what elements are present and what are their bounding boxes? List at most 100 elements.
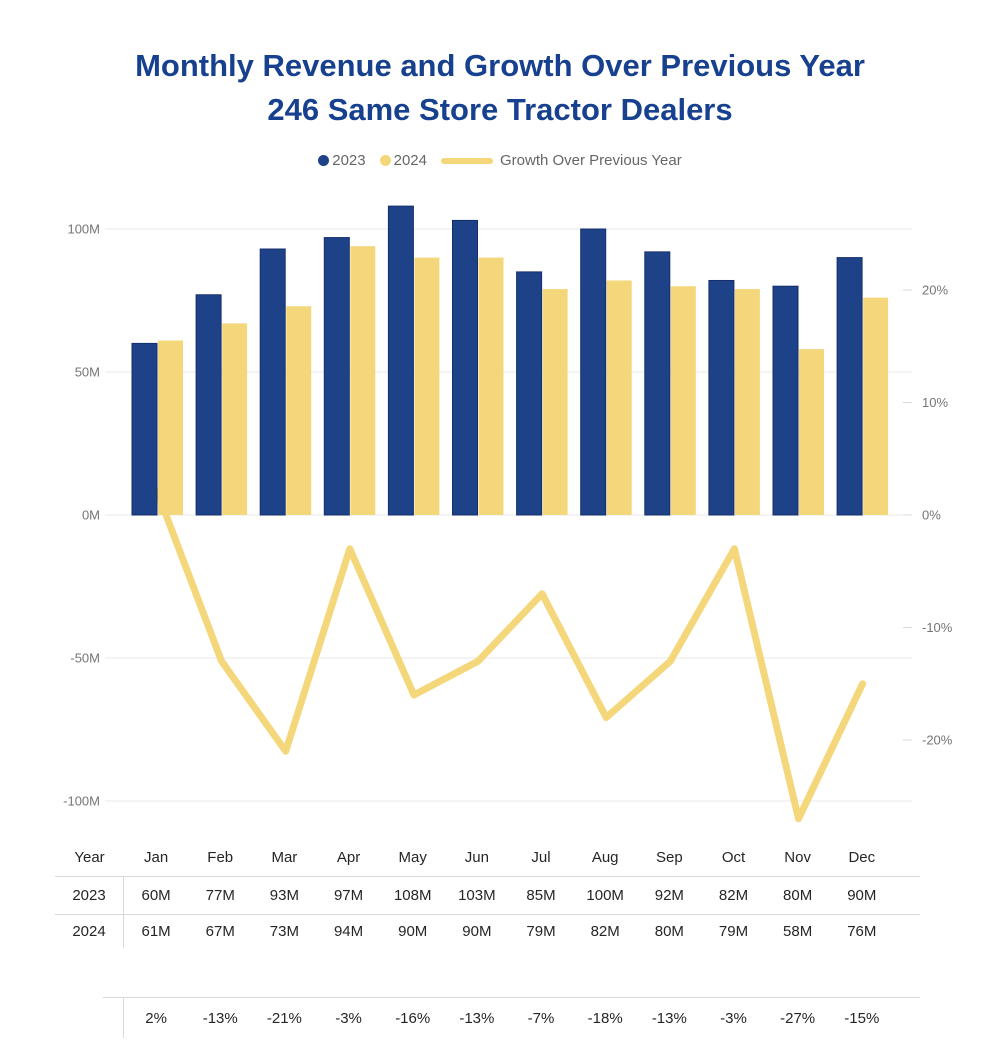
- y-axis-label: 0M: [82, 508, 100, 523]
- table-header-cell: Sep: [655, 848, 683, 866]
- bar-2023-jan[interactable]: [131, 342, 158, 516]
- growth-cell: -21%: [266, 1009, 302, 1027]
- table-cell: 77M: [205, 887, 235, 904]
- table-cell: 61M: [141, 923, 171, 940]
- y2-axis-label: -20%: [922, 733, 953, 748]
- growth-cell: -16%: [395, 1009, 431, 1027]
- table-row-2023: 2023 60M 77M 93M 97M 108M 103M 85M 100M 92M 82M 80M…: [55, 877, 920, 915]
- y2-axis-label: 0%: [922, 508, 941, 523]
- y2-axis-label: -10%: [922, 620, 953, 635]
- bar-2023-jun[interactable]: [452, 219, 478, 516]
- table-cell: 100M: [586, 887, 624, 904]
- bar-2024-apr[interactable]: [350, 246, 376, 515]
- legend-label-growth: Growth Over Previous Year: [499, 152, 682, 169]
- table-header-cell: Jul: [531, 848, 551, 866]
- table-header-cell: Nov: [784, 848, 811, 866]
- bar-2023-feb[interactable]: [195, 294, 222, 516]
- growth-cell: -7%: [527, 1009, 555, 1027]
- bar-2023-jul[interactable]: [516, 271, 543, 516]
- chart-title-line2: 246 Same Store Tractor Dealers: [267, 92, 733, 127]
- bar-2023-oct[interactable]: [708, 279, 735, 516]
- table-cell: 2023: [55, 877, 124, 914]
- table-cell: 97M: [333, 887, 364, 904]
- bar-2023-may[interactable]: [387, 205, 414, 516]
- table-row-2024: 2024 61M 67M 73M 94M 90M 90M 79M 82M 80M 79M 58M 76M: [55, 915, 920, 948]
- bar-2023-apr[interactable]: [323, 237, 350, 516]
- bar-2024-oct[interactable]: [734, 289, 760, 515]
- y2-axis-label: 20%: [922, 283, 948, 298]
- legend-item-growth[interactable]: Growth Over Previous Year: [440, 152, 682, 169]
- legend-item-2023[interactable]: 2023: [318, 152, 366, 169]
- table-cell: 80M: [783, 887, 813, 904]
- table-header-cell: Aug: [591, 848, 619, 866]
- legend-label-2023: 2023: [332, 152, 366, 169]
- table-cell: 76M: [847, 923, 877, 940]
- y2-axis-label: 10%: [922, 395, 948, 410]
- table-cell: 2024: [55, 915, 124, 948]
- table-header-cell: May: [398, 848, 427, 866]
- bar-2024-may[interactable]: [414, 257, 440, 515]
- growth-cell: -27%: [780, 1009, 816, 1027]
- table-cell: 103M: [458, 887, 496, 904]
- growth-cell: -13%: [202, 1009, 238, 1027]
- table-header-cell: Mar: [271, 848, 298, 866]
- bar-2024-dec[interactable]: [863, 297, 889, 515]
- growth-row-spacer: [103, 998, 124, 1038]
- y-axis-label: -50M: [70, 651, 100, 666]
- table-cell: 82M: [718, 887, 749, 904]
- bar-2024-jul[interactable]: [542, 289, 568, 515]
- table-cell: 60M: [141, 887, 171, 904]
- legend-item-2024[interactable]: 2024: [379, 152, 427, 169]
- bar-2024-nov[interactable]: [799, 349, 824, 515]
- table-cell: 92M: [654, 887, 684, 904]
- bar-2024-jan[interactable]: [158, 340, 183, 515]
- bar-2024-feb[interactable]: [222, 323, 248, 515]
- bar-2023-aug[interactable]: [580, 228, 607, 516]
- table-cell: 90M: [847, 887, 877, 904]
- table-header-cell: Oct: [721, 848, 746, 866]
- growth-cell: 2%: [145, 1009, 167, 1027]
- bar-2024-aug[interactable]: [606, 280, 632, 515]
- table-header-cell: Jun: [464, 848, 489, 866]
- bar-2023-dec[interactable]: [836, 257, 863, 516]
- bar-2023-sep[interactable]: [644, 251, 671, 516]
- table-cell: 58M: [783, 923, 813, 940]
- legend-label-2024: 2024: [393, 152, 427, 169]
- table-header-cell: Dec: [848, 848, 876, 866]
- y-axis-label: 50M: [75, 365, 100, 380]
- bar-2023-nov[interactable]: [772, 285, 799, 516]
- table-cell: 90M: [398, 923, 428, 940]
- combo-chart[interactable]: 100M 50M 0M -50M -100M 20% 10% 0% -10% -20%: [0, 185, 1000, 838]
- table-cell: 94M: [333, 923, 364, 940]
- table-cell: 80M: [654, 923, 684, 940]
- growth-cell: -13%: [459, 1009, 495, 1027]
- growth-cell: -18%: [587, 1009, 623, 1027]
- growth-line[interactable]: [154, 489, 867, 823]
- growth-cell: -13%: [651, 1009, 687, 1027]
- bar-2024-mar[interactable]: [286, 306, 312, 515]
- revenue-table: Year Jan Feb Mar Apr May Jun Jul Aug Sep Oct Nov Dec…: [55, 838, 920, 948]
- table-cell: 79M: [718, 923, 749, 940]
- growth-cell: -3%: [335, 1009, 362, 1027]
- bar-2024-sep[interactable]: [670, 286, 696, 515]
- table-cell: 79M: [526, 923, 556, 940]
- chart-title: Monthly Revenue and Growth Over Previous…: [0, 44, 1000, 132]
- growth-cell: -15%: [844, 1009, 880, 1027]
- y-axis-label: 100M: [67, 222, 100, 237]
- growth-row: 2% -13% -21% -3% -16% -13% -7% -18% -13% -3% -27% -…: [103, 997, 920, 1038]
- table-cell: 108M: [393, 887, 432, 904]
- table-cell: 90M: [462, 923, 492, 940]
- legend-marker-2023-icon: [318, 155, 330, 166]
- table-header-row: Year Jan Feb Mar Apr May Jun Jul Aug Sep Oct Nov Dec: [55, 838, 920, 877]
- growth-cell: -3%: [720, 1009, 747, 1027]
- bar-2023-mar[interactable]: [259, 248, 286, 516]
- table-cell: 85M: [526, 887, 556, 904]
- table-cell: 82M: [590, 923, 620, 940]
- table-header-cell: Year: [74, 848, 105, 866]
- chart-title-line1: Monthly Revenue and Growth Over Previous…: [135, 48, 865, 83]
- table-header-cell: Apr: [336, 848, 361, 866]
- legend-marker-growth-line-icon: [440, 157, 493, 164]
- y-axis-label: -100M: [63, 794, 100, 809]
- bar-2024-jun[interactable]: [478, 257, 504, 515]
